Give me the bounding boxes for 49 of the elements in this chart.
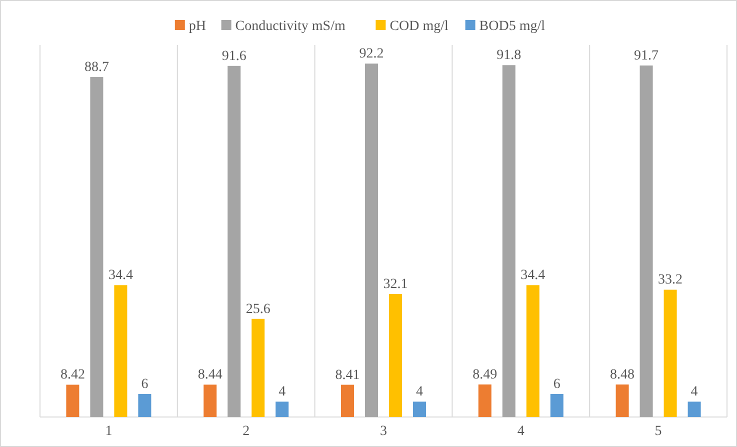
legend-label: BOD5 mg/l <box>479 19 546 34</box>
data-label: 34.4 <box>520 268 546 284</box>
bar <box>114 285 128 417</box>
data-label: 32.1 <box>383 276 408 292</box>
data-label: 6 <box>141 377 148 392</box>
bar <box>478 384 492 417</box>
bar <box>688 402 701 417</box>
bar <box>204 384 217 417</box>
data-label: 33.2 <box>658 272 683 288</box>
data-label: 92.2 <box>359 46 384 62</box>
bar <box>502 65 516 417</box>
data-label: 4 <box>416 384 423 400</box>
bar <box>365 64 378 417</box>
data-label: 8.41 <box>335 368 360 383</box>
bar <box>276 402 289 417</box>
bar <box>616 384 629 417</box>
data-label: 6 <box>553 377 560 392</box>
bar <box>550 394 564 417</box>
data-label: 4 <box>690 384 698 400</box>
legend-label: Conductivity mS/m <box>235 19 346 34</box>
bar <box>341 384 354 417</box>
bar <box>90 77 104 417</box>
data-label: 8.44 <box>198 368 222 383</box>
bar <box>389 294 402 417</box>
data-label: 4 <box>278 384 286 400</box>
x-tick-label: 3 <box>380 424 387 439</box>
bar <box>252 318 265 417</box>
bar <box>66 384 80 417</box>
data-label: 91.6 <box>222 48 246 64</box>
legend-label: COD mg/l <box>390 19 449 34</box>
bar <box>640 66 653 417</box>
x-tick-label: 4 <box>517 424 524 439</box>
bar <box>413 402 426 417</box>
data-label: 91.8 <box>496 48 522 64</box>
x-tick-label: 2 <box>242 424 250 439</box>
x-tick-label: 1 <box>105 424 112 439</box>
data-label: 8.49 <box>472 367 498 382</box>
x-tick-label: 5 <box>654 424 662 439</box>
data-label: 8.48 <box>610 367 635 382</box>
bar <box>228 66 241 417</box>
bar <box>526 285 540 417</box>
data-label: 34.4 <box>108 268 133 284</box>
data-label: 91.7 <box>634 48 659 64</box>
data-label: 8.42 <box>60 368 85 383</box>
data-label: 88.7 <box>84 60 109 76</box>
data-label: 25.6 <box>246 302 270 317</box>
bar <box>664 290 677 417</box>
legend-label: pH <box>188 19 206 34</box>
bar <box>138 394 152 417</box>
